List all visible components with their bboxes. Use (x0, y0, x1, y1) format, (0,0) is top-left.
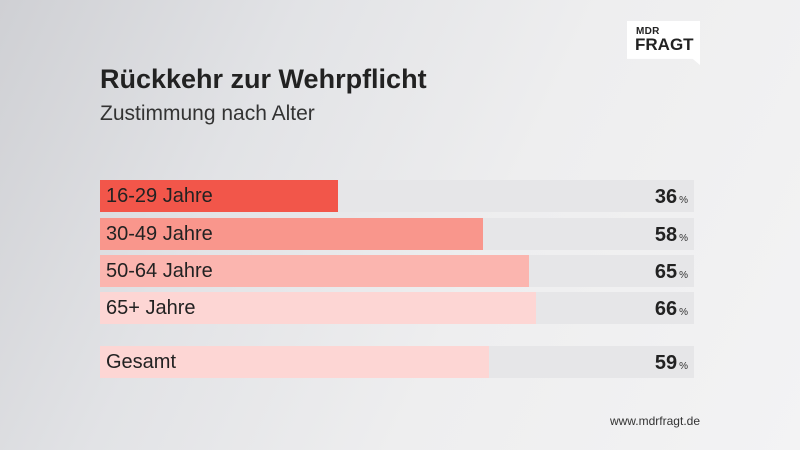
source-url: www.mdrfragt.de (609, 414, 700, 428)
bar-value-number: 36 (654, 186, 678, 208)
bar-category-label: 30-49 Jahre (106, 223, 213, 245)
bar-value-label: 66% (655, 292, 688, 330)
bar-value-label: 65% (655, 255, 688, 293)
bar-row: 65+ Jahre 66% (100, 292, 694, 324)
chart-subtitle: Zustimmung nach Alter (100, 102, 315, 125)
bar-value-unit: % (679, 233, 688, 244)
bar-value-unit: % (679, 307, 688, 318)
bar-value-number: 59 (654, 352, 678, 374)
bar-category-label: 50-64 Jahre (106, 260, 213, 282)
bar-row: 30-49 Jahre 58% (100, 218, 694, 250)
bar-value-unit: % (679, 270, 688, 281)
bar-value-number: 58 (654, 224, 678, 246)
chart-title: Rückkehr zur Wehrpflicht (100, 64, 427, 94)
bar (100, 346, 489, 378)
bar-row: 16-29 Jahre 36% (100, 180, 694, 212)
bar (100, 218, 483, 250)
mdr-fragt-logo: MDR FRAGT (627, 21, 700, 65)
bar-value-unit: % (679, 361, 688, 372)
bar-category-label: 16-29 Jahre (106, 185, 213, 207)
logo-line-2: FRAGT (635, 35, 694, 54)
bar-value-number: 65 (654, 261, 678, 283)
bar-value-unit: % (679, 195, 688, 206)
bar-row: Gesamt 59% (100, 346, 694, 378)
bar-value-label: 58% (655, 218, 688, 256)
bar (100, 180, 338, 212)
bar-category-label: 65+ Jahre (106, 297, 196, 319)
bar-category-label: Gesamt (106, 351, 177, 373)
bar-value-label: 59% (655, 346, 688, 384)
bar (100, 255, 529, 287)
bar-row: 50-64 Jahre 65% (100, 255, 694, 287)
bar-value-number: 66 (654, 298, 678, 320)
bar-value-label: 36% (655, 180, 688, 218)
logo-line-1: MDR (636, 26, 660, 37)
bar (100, 292, 536, 324)
